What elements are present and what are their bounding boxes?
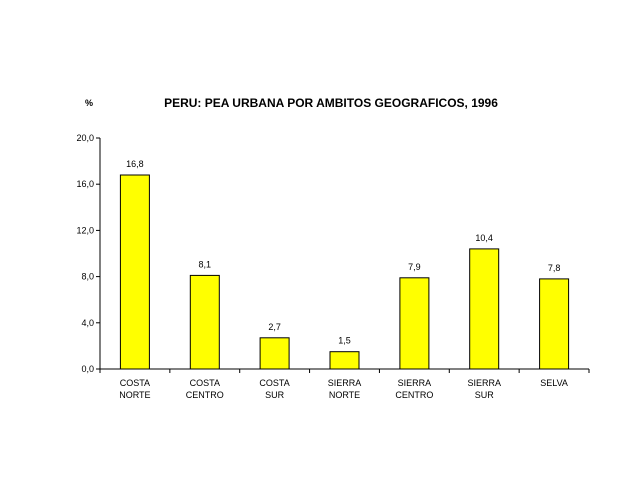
data-labels-group: 16,8 8,1 2,7 1,5 7,9 10,4 7,8 [126,159,560,346]
y-axis-unit-label: % [85,98,93,108]
y-tick-label: 16,0 [76,179,94,189]
x-tick-label: SIERRA CENTRO [395,378,433,400]
x-tick-label-line: COSTA [190,378,220,388]
x-tick-label-line: SIERRA [467,378,501,388]
x-tick-label-line: SIERRA [328,378,362,388]
x-tick-label-line: CENTRO [395,390,433,400]
data-label: 8,1 [199,259,212,269]
x-tick-label: SIERRA NORTE [328,378,362,400]
bar [329,351,360,370]
bar [399,277,430,370]
bar [189,274,220,370]
data-label: 10,4 [475,233,493,243]
x-tick-label: SELVA [540,378,568,388]
data-label: 7,8 [548,263,561,273]
x-tick-label: COSTA NORTE [119,378,150,400]
x-tick-label-line: NORTE [119,390,150,400]
data-label: 1,5 [338,336,351,346]
bar [259,337,290,370]
x-tick-label-line: SIERRA [398,378,432,388]
x-tick-label: SIERRA SUR [467,378,501,400]
x-tick-label-line: CENTRO [186,390,224,400]
x-tick-label-line: SUR [475,390,495,400]
x-tick-label-line: COSTA [259,378,289,388]
x-tick-label-line: COSTA [120,378,150,388]
bar [119,174,150,370]
x-tick-label-line: NORTE [329,390,360,400]
x-tick-label-line: SUR [265,390,285,400]
x-axis: COSTA NORTE COSTA CENTRO COSTA SUR SIERRA NORTE… [99,368,590,400]
y-tick-label: 12,0 [76,225,94,235]
y-tick-label: 20,0 [76,133,94,143]
x-tick-label-line: SELVA [540,378,568,388]
y-tick-label: 8,0 [81,272,94,282]
chart-title: PERU: PEA URBANA POR AMBITOS GEOGRAFICOS… [164,96,498,110]
y-tick-label: 4,0 [81,318,94,328]
bar [539,278,570,370]
data-label: 16,8 [126,159,144,169]
bar [469,248,500,370]
y-axis: 0,0 4,0 8,0 12,0 16,0 20,0 [76,133,101,374]
bars-group [119,174,570,370]
x-tick-label: COSTA SUR [259,378,289,400]
data-label: 7,9 [408,262,421,272]
data-label: 2,7 [268,322,281,332]
y-tick-label: 0,0 [81,364,94,374]
x-tick-label: COSTA CENTRO [186,378,224,400]
